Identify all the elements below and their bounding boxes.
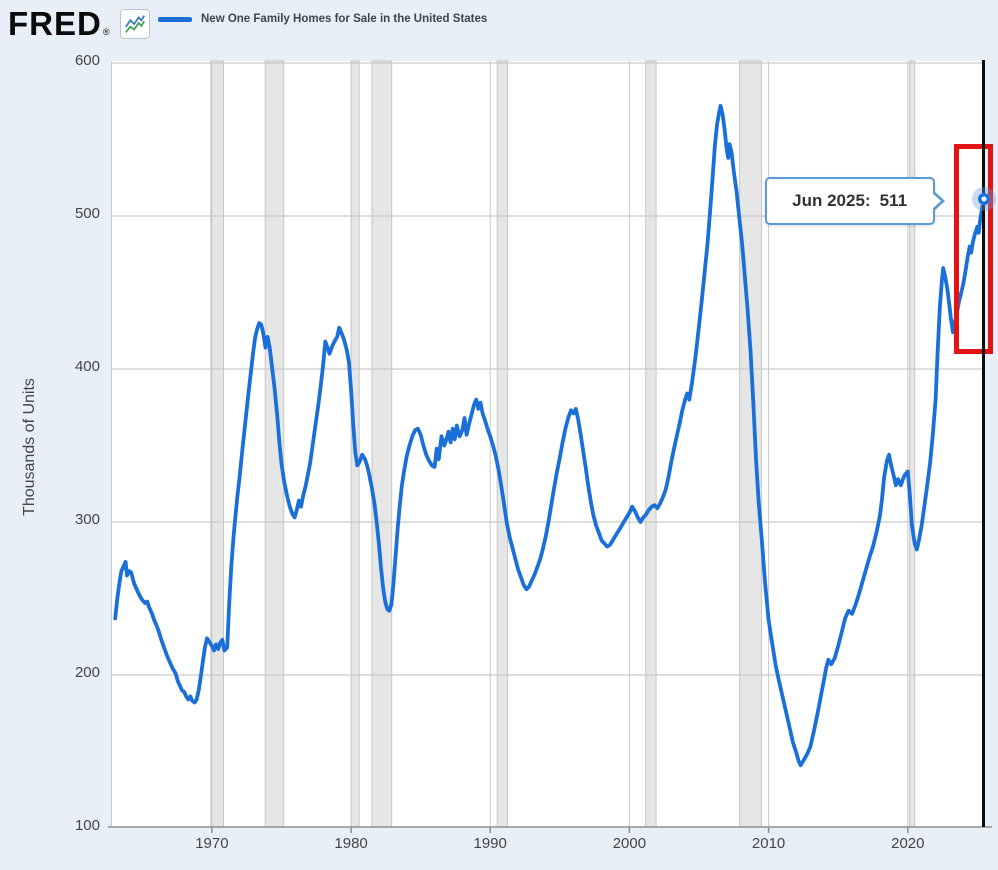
x-tick-label: 1980 <box>334 835 368 852</box>
y-tick-label: 500 <box>74 205 100 222</box>
x-tick-label: 2000 <box>612 835 647 852</box>
x-tick-label: 1990 <box>473 835 507 852</box>
y-tick-label: 600 <box>74 52 100 69</box>
legend-label: New One Family Homes for Sale in the Uni… <box>201 13 488 25</box>
fred-logo[interactable]: FRED ® <box>8 5 110 43</box>
x-tick-label: 2010 <box>751 835 786 852</box>
y-axis-title: Thousands of Units <box>21 378 38 516</box>
fred-sparkline-icon <box>120 9 150 39</box>
legend: New One Family Homes for Sale in the Uni… <box>158 13 487 25</box>
annotation-highlight-box <box>953 144 993 354</box>
y-tick-label: 200 <box>74 664 100 681</box>
fred-logo-text: FRED <box>8 5 102 42</box>
tooltip-date: Jun 2025: <box>792 191 871 211</box>
y-tick-label: 100 <box>74 817 100 834</box>
last-point-marker[interactable] <box>977 193 990 206</box>
plot-right-edge-line <box>982 60 985 827</box>
recession-band <box>645 60 657 828</box>
recession-band <box>210 60 225 828</box>
y-tick-label: 400 <box>74 358 100 375</box>
y-tick-label: 300 <box>74 511 100 528</box>
x-tick-label: 1970 <box>195 835 229 852</box>
data-tooltip: Jun 2025: 511 <box>764 177 945 226</box>
tooltip-value: 511 <box>879 191 908 211</box>
recession-band <box>739 60 763 828</box>
recession-band <box>496 60 509 828</box>
recession-band <box>909 60 916 828</box>
x-tick-label: 2020 <box>891 835 925 852</box>
recession-band <box>371 60 393 828</box>
registered-trademark-icon: ® <box>102 27 111 37</box>
legend-line-swatch <box>158 16 192 22</box>
data-series-line[interactable] <box>113 103 986 768</box>
